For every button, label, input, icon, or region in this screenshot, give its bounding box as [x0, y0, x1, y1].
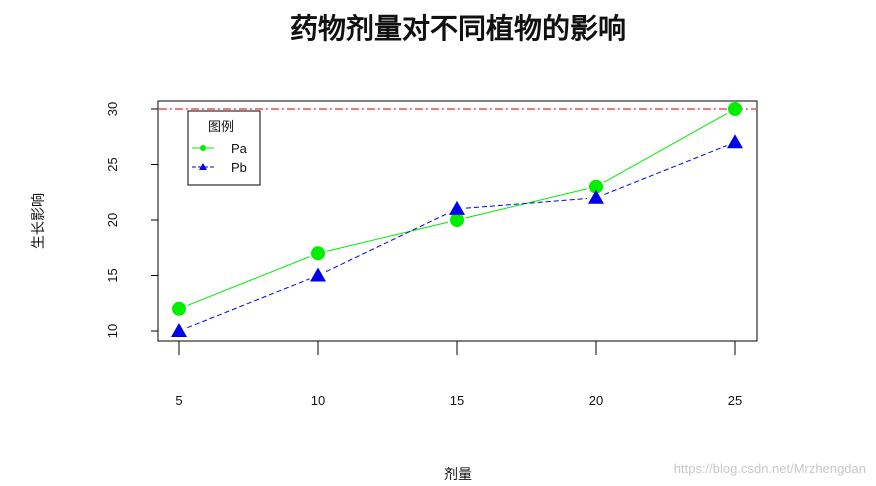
data-point-triangle — [310, 267, 326, 282]
y-axis: 10 15 20 25 30 — [105, 102, 159, 338]
x-tick-label: 20 — [589, 393, 603, 408]
data-point-circle — [172, 301, 186, 316]
x-axis: 5 10 15 20 25 — [175, 340, 742, 408]
series-line-segment — [604, 145, 727, 195]
legend-items: Pa Pb — [192, 141, 248, 175]
x-tick-label: 10 — [311, 393, 325, 408]
chart-title: 药物剂量对不同植物的影响 — [290, 12, 626, 45]
x-axis-label: 剂量 — [444, 467, 472, 483]
y-tick-label: 15 — [105, 268, 120, 282]
data-point-triangle — [449, 200, 465, 215]
data-point-circle — [450, 213, 464, 227]
legend-marker-circle — [200, 145, 206, 151]
series-pb — [171, 134, 743, 337]
y-axis-label: 生长影响 — [31, 193, 47, 249]
y-tick-label: 10 — [105, 324, 120, 338]
x-tick-label: 25 — [728, 393, 742, 408]
legend-marker-triangle — [199, 163, 207, 170]
x-tick-label: 15 — [450, 393, 464, 408]
series-line-segment — [187, 278, 310, 329]
y-tick-label: 25 — [105, 157, 120, 171]
series-layer — [171, 102, 743, 337]
x-tick-label: 5 — [175, 393, 182, 408]
watermark: https://blog.csdn.net/Mrzhengdan — [674, 461, 866, 476]
legend-label-pb: Pb — [231, 160, 247, 175]
legend: 图例 Pa Pb — [187, 110, 261, 186]
data-point-circle — [589, 179, 603, 194]
series-line-segment — [187, 256, 310, 306]
data-point-triangle — [171, 323, 187, 337]
data-point-triangle — [727, 134, 743, 149]
data-point-circle — [728, 102, 742, 116]
legend-label-pa: Pa — [231, 141, 248, 156]
series-line-segment — [325, 212, 450, 273]
series-line-segment — [465, 198, 588, 209]
data-point-circle — [311, 246, 325, 261]
series-line-segment — [326, 221, 449, 252]
series-line-segment — [603, 112, 728, 183]
legend-title: 图例 — [208, 120, 234, 135]
y-tick-label: 30 — [105, 102, 120, 116]
data-point-triangle — [588, 189, 604, 204]
y-tick-label: 20 — [105, 213, 120, 227]
